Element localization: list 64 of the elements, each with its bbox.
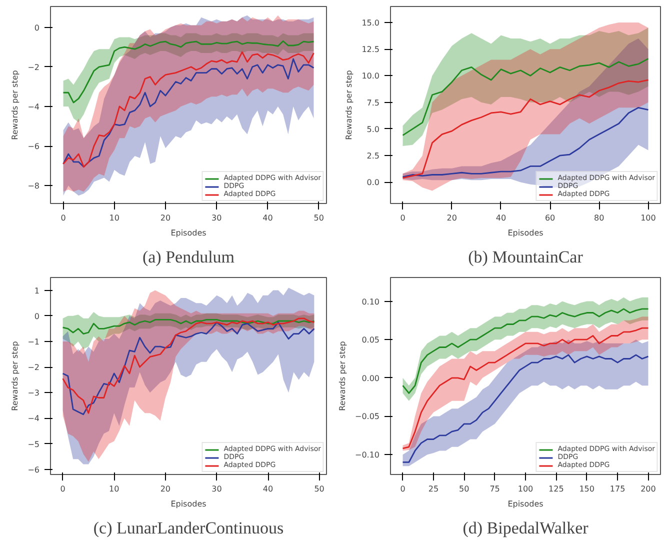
- y-tick-label: −1: [28, 337, 40, 346]
- x-tick-label: 0: [60, 214, 66, 222]
- x-tick-label: 75: [490, 484, 500, 494]
- y-tick-label: 0.0: [366, 178, 380, 188]
- x-tick-label: 200: [640, 484, 656, 494]
- x-tick-label: 20: [160, 214, 171, 222]
- y-tick-label: 0.05: [362, 336, 380, 345]
- text: (b) MountainCar: [468, 248, 584, 266]
- x-tick-label: 50: [459, 484, 470, 494]
- text: (a) Pendulum: [142, 248, 235, 266]
- y-tick-label: −2: [28, 363, 40, 372]
- x-tick-label: 20: [446, 214, 457, 222]
- x-tick-label: 40: [262, 484, 274, 494]
- y-tick-label: −5: [28, 440, 40, 449]
- x-tick-label: 20: [160, 484, 171, 494]
- y-tick-label: 1: [34, 286, 40, 296]
- y-tick-label: −0.05: [354, 412, 380, 422]
- x-tick-label: 30: [212, 214, 222, 222]
- x-axis-title: Episodes: [170, 500, 206, 508]
- x-tick-label: 0: [400, 484, 406, 494]
- x-tick-label: 100: [518, 484, 534, 494]
- y-axis-title: Rewards per step: [338, 341, 347, 411]
- x-tick-label: 125: [548, 484, 564, 494]
- y-tick-label: −0.10: [354, 450, 380, 460]
- x-tick-label: 40: [496, 214, 506, 222]
- y-tick-label: 12.5: [362, 45, 380, 54]
- x-tick-label: 40: [262, 214, 273, 222]
- y-tick-label: 0: [34, 312, 40, 321]
- y-tick-label: 15.0: [362, 18, 380, 28]
- x-axis-title: Episodes: [170, 228, 206, 238]
- x-tick-label: 80: [594, 214, 604, 222]
- x-tick-label: 100: [640, 214, 656, 222]
- x-tick-label: 0: [60, 484, 66, 494]
- x-tick-label: 10: [109, 214, 120, 222]
- y-tick-label: 0: [34, 23, 40, 32]
- y-axis-title: Rewards per step: [344, 70, 354, 140]
- x-tick-label: 0: [400, 214, 406, 222]
- y-axis-title: Rewards per step: [10, 341, 20, 411]
- y-tick-label: 7.5: [366, 98, 380, 108]
- y-tick-label: −3: [28, 388, 40, 398]
- x-tick-label: 10: [109, 484, 120, 494]
- y-tick-label: −4: [28, 102, 40, 112]
- text: (c) LunarLanderContinuous: [93, 518, 284, 538]
- x-tick-label: 150: [579, 484, 595, 494]
- y-tick-label: 5.0: [366, 124, 380, 134]
- y-tick-label: −6: [28, 465, 40, 474]
- y-axis-title: Rewards per step: [10, 70, 20, 140]
- y-tick-label: 0.10: [362, 297, 380, 306]
- y-tick-label: −6: [28, 142, 40, 152]
- y-tick-label: 10.0: [362, 72, 380, 81]
- x-tick-label: 25: [428, 484, 439, 494]
- x-axis-title: Episodes: [508, 500, 544, 508]
- text: (d) BipedalWalker: [462, 518, 589, 538]
- x-tick-label: 60: [544, 214, 556, 222]
- x-tick-label: 175: [610, 484, 626, 494]
- x-tick-label: 50: [314, 484, 324, 494]
- y-tick-label: −2: [28, 62, 40, 72]
- x-tick-label: 50: [314, 214, 324, 222]
- y-tick-label: 2.5: [366, 152, 380, 161]
- x-tick-label: 30: [212, 484, 222, 494]
- y-tick-label: 0.00: [362, 374, 380, 383]
- x-axis-title: Episodes: [508, 228, 544, 238]
- y-tick-label: −8: [28, 182, 40, 191]
- y-tick-label: −4: [28, 414, 40, 424]
